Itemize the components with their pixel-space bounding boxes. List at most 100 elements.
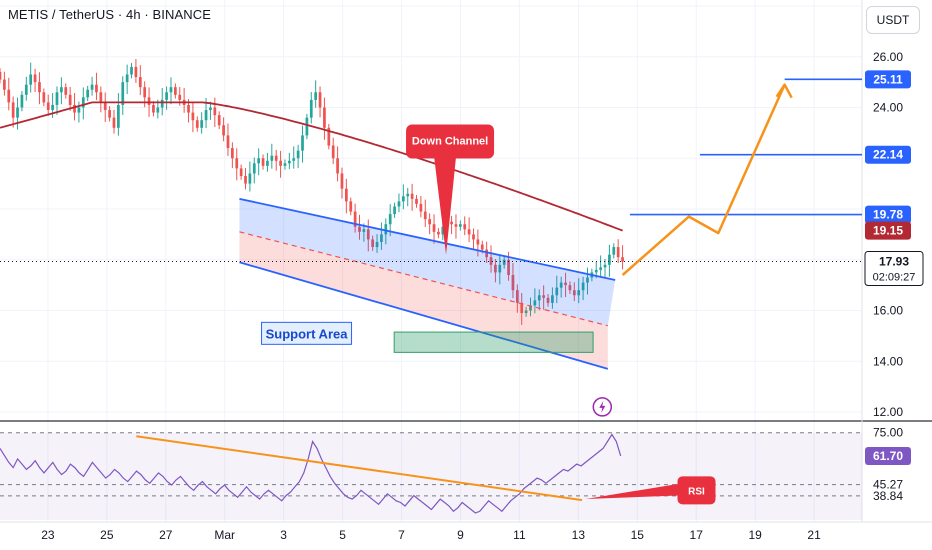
candle-body — [20, 94, 24, 108]
title-separator-2: · — [140, 7, 153, 22]
candle-body — [393, 206, 396, 215]
down-channel-label: Down Channel — [412, 135, 488, 147]
candle-body — [16, 107, 19, 118]
candle-body — [257, 158, 261, 164]
candle-body — [494, 264, 497, 273]
rsi-tick-label: 45.27 — [873, 478, 903, 492]
price-tick-label: 24.00 — [873, 101, 903, 115]
candle-body — [467, 229, 471, 235]
candle-body — [586, 277, 589, 283]
candle-body — [138, 77, 142, 88]
candle-body — [551, 295, 554, 303]
candle-body — [261, 158, 265, 166]
moving-average-line — [0, 101, 623, 232]
countdown-label: 02:09:27 — [873, 272, 916, 284]
rsi-tick-label: 38.84 — [873, 489, 903, 503]
candle-body — [608, 254, 611, 265]
candle-body — [406, 193, 410, 197]
candle-body — [29, 74, 33, 85]
currency-button[interactable]: USDT — [866, 6, 920, 34]
time-tick-label: 13 — [572, 528, 586, 542]
candle-body — [498, 264, 502, 273]
candle-body — [362, 229, 366, 232]
channel-lower-line — [239, 261, 609, 370]
time-tick-label: 19 — [748, 528, 762, 542]
symbol-name: METIS / TetherUS — [8, 7, 115, 22]
candle-body — [68, 94, 72, 105]
candle-body — [178, 94, 182, 100]
candle-body — [287, 160, 291, 164]
candle-body — [454, 224, 458, 227]
candle-body — [226, 135, 230, 149]
candle-body — [318, 92, 322, 108]
rsi-line — [0, 433, 622, 514]
target-top-badge: 25.11 — [873, 72, 903, 86]
candle-body — [160, 99, 164, 108]
candle-body — [419, 203, 423, 212]
time-tick-label: 3 — [280, 528, 287, 542]
candle-body — [103, 102, 107, 111]
candle-body — [489, 257, 493, 265]
rsi-trendline — [136, 435, 583, 502]
candle-body — [480, 244, 484, 250]
candle-body — [292, 158, 296, 161]
candle-body — [33, 74, 37, 83]
candle-body — [502, 259, 506, 265]
rsi-value-badge-bg — [865, 446, 911, 465]
candle-body — [195, 120, 199, 128]
candle-body — [244, 176, 247, 184]
candle-body — [507, 259, 510, 275]
candle-body — [410, 193, 414, 199]
candle-body — [327, 127, 331, 146]
channel-lower-fill — [239, 231, 608, 369]
channel-upper-line — [239, 197, 616, 281]
channel-mid-line — [239, 231, 608, 327]
candle-body — [46, 102, 50, 111]
candle-body — [174, 87, 177, 95]
candle-body — [599, 267, 602, 270]
candle-body — [217, 115, 221, 126]
candle-body — [603, 264, 607, 268]
candle-body — [520, 302, 524, 314]
candle-body — [38, 82, 41, 93]
support-area-label: Support Area — [266, 326, 349, 341]
candle-body — [147, 97, 151, 105]
candle-body — [577, 290, 581, 296]
time-tick-label: Mar — [214, 528, 235, 542]
candle-body — [428, 219, 432, 225]
candle-body — [125, 74, 129, 83]
exchange-label: BINANCE — [152, 7, 212, 22]
ma-value-badge: 19.15 — [873, 224, 903, 238]
candle-body — [472, 234, 475, 240]
candle-body — [568, 285, 572, 291]
candle-body — [336, 158, 339, 174]
candle-body — [353, 211, 357, 227]
down-channel-pointer — [434, 156, 457, 255]
candle-body — [60, 87, 63, 93]
candle-body — [7, 89, 11, 103]
candle-body — [375, 241, 379, 248]
candle-body — [621, 257, 624, 262]
candle-body — [432, 224, 436, 232]
candle-body — [437, 231, 440, 235]
time-tick-label: 9 — [457, 528, 464, 542]
candle-body — [222, 125, 225, 136]
candle-body — [200, 120, 204, 128]
candle-body — [0, 71, 2, 80]
candle-body — [441, 226, 445, 235]
time-tick-label: 15 — [631, 528, 645, 542]
candle-body — [301, 135, 304, 151]
candle-body — [42, 92, 46, 103]
candle-body — [11, 102, 15, 118]
candle-body — [235, 158, 239, 169]
down-channel-callout — [406, 124, 495, 159]
candle-body — [340, 173, 344, 189]
candle-body — [323, 107, 326, 128]
candle-body — [239, 168, 243, 177]
time-tick-label: 11 — [513, 528, 526, 542]
candle-body — [191, 112, 195, 121]
candle-body — [24, 84, 28, 95]
